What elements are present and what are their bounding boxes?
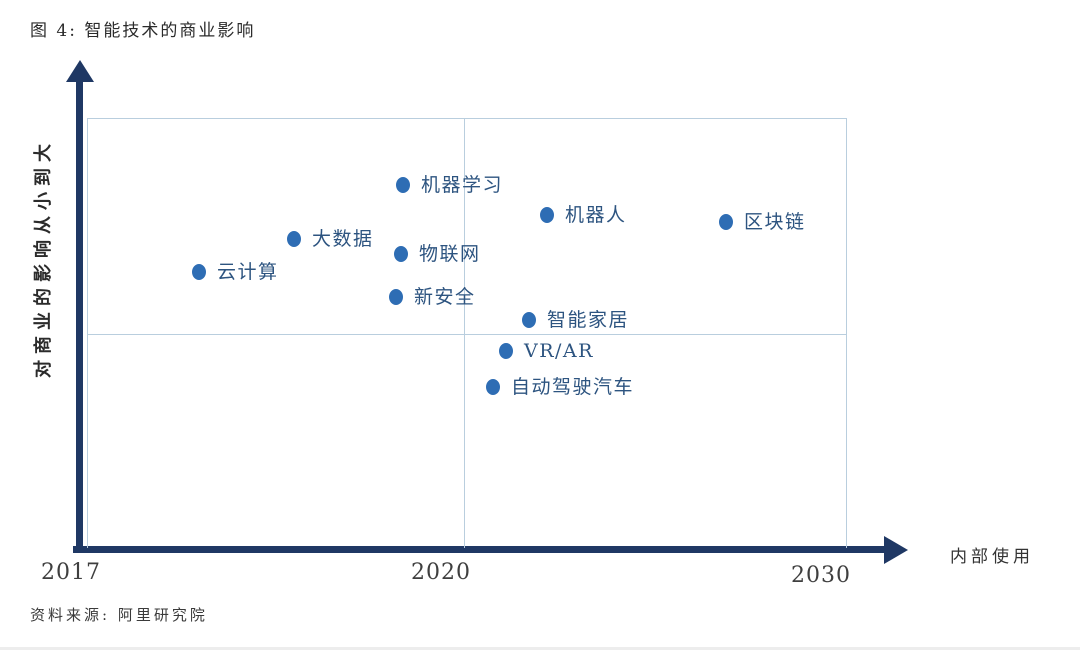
scatter-point: 智能家居 bbox=[522, 310, 629, 330]
x-axis-arrowhead-icon bbox=[884, 536, 908, 564]
scatter-point: 云计算 bbox=[192, 262, 279, 282]
scatter-point-label: 物联网 bbox=[419, 242, 481, 265]
scatter-point: 区块链 bbox=[719, 212, 806, 232]
figure-title: 图 4: 智能技术的商业影响 bbox=[30, 21, 256, 41]
x-axis bbox=[73, 546, 888, 553]
data-dot-icon bbox=[522, 312, 536, 328]
data-dot-icon bbox=[192, 264, 206, 280]
scatter-point: 机器人 bbox=[540, 205, 627, 225]
data-dot-icon bbox=[389, 289, 403, 305]
data-dot-icon bbox=[499, 343, 513, 359]
gridline-left bbox=[87, 118, 88, 548]
scatter-point: 大数据 bbox=[287, 229, 374, 249]
gridline-horizontal bbox=[87, 334, 846, 335]
y-axis-arrowhead-icon bbox=[66, 60, 94, 82]
y-axis bbox=[76, 74, 83, 550]
gridline-vertical bbox=[464, 118, 465, 548]
scatter-point-label: 区块链 bbox=[744, 210, 806, 233]
scatter-point-label: 自动驾驶汽车 bbox=[511, 375, 635, 398]
gridline-right bbox=[846, 118, 847, 548]
scatter-point: 新安全 bbox=[389, 287, 476, 307]
x-tick-2020: 2020 bbox=[411, 560, 471, 585]
data-dot-icon bbox=[486, 379, 500, 395]
data-dot-icon bbox=[394, 246, 408, 262]
scatter-point-label: 机器学习 bbox=[421, 173, 504, 196]
scatter-point: 自动驾驶汽车 bbox=[486, 377, 634, 397]
data-dot-icon bbox=[396, 177, 410, 193]
scatter-point-label: 新安全 bbox=[414, 285, 476, 308]
gridline-top bbox=[87, 118, 846, 119]
x-tick-2017: 2017 bbox=[41, 560, 101, 585]
bottom-divider bbox=[0, 647, 1080, 650]
x-axis-end-label: 内部使用 bbox=[950, 547, 1034, 567]
scatter-point-label: 机器人 bbox=[565, 203, 627, 226]
scatter-point-label: 云计算 bbox=[217, 260, 279, 283]
x-tick-2030: 2030 bbox=[791, 563, 851, 588]
scatter-point: 物联网 bbox=[394, 244, 481, 264]
scatter-point: 机器学习 bbox=[396, 175, 503, 195]
scatter-point-label: 智能家居 bbox=[547, 308, 630, 331]
y-axis-label: 对商业的影响从小到大 bbox=[33, 138, 54, 378]
data-dot-icon bbox=[540, 207, 554, 223]
scatter-point: VR/AR bbox=[499, 341, 594, 361]
scatter-point-label: 大数据 bbox=[312, 227, 374, 250]
data-dot-icon bbox=[287, 231, 301, 247]
scatter-point-label: VR/AR bbox=[524, 339, 594, 362]
source-note: 资料来源: 阿里研究院 bbox=[30, 606, 208, 624]
data-dot-icon bbox=[719, 214, 733, 230]
